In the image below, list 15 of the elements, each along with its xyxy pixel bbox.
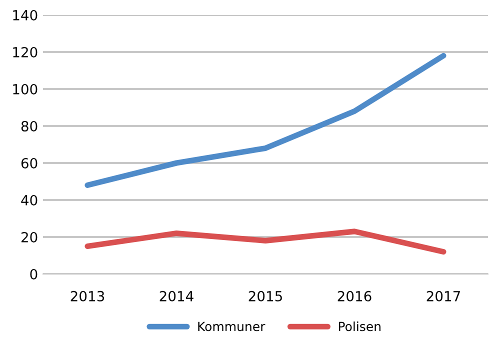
y-tick-label: 20 (21, 232, 38, 242)
y-tick-label: 0 (30, 268, 38, 280)
y-tick-label: 140 (13, 10, 38, 20)
y-tick-label: 120 (13, 46, 38, 58)
x-tick-label: 2014 (160, 290, 194, 302)
y-tick-label: 60 (21, 158, 38, 168)
x-tick-label: 2017 (426, 290, 460, 302)
legend-label: Polisen (338, 322, 380, 332)
x-tick-label: 2015 (248, 290, 282, 302)
y-tick-label: 40 (21, 194, 38, 206)
x-tick-label: 2016 (338, 290, 372, 302)
x-tick-label: 2013 (70, 290, 104, 302)
y-tick-label: 80 (21, 120, 38, 132)
y-tick-label: 100 (13, 84, 38, 94)
legend-label: Kommuner (198, 322, 266, 332)
